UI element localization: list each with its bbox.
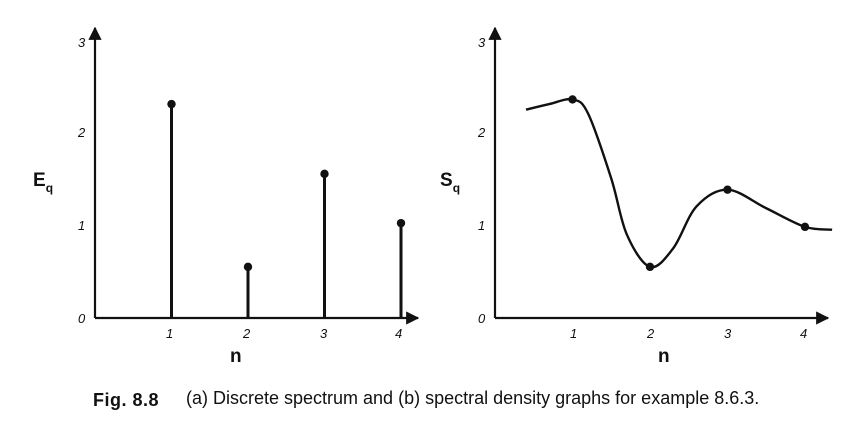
y-tick-label: 0	[78, 311, 86, 326]
x-axis-label: n	[230, 346, 242, 367]
figure: 0 1 2 3 1 2 3 4 Eq n 0 1 2 3 1 2 3 4 Sq …	[33, 26, 833, 367]
density-series	[525, 95, 833, 272]
figure-caption: Fig. 8.8 (a) Discrete spectrum and (b) s…	[0, 388, 866, 440]
y-axis-label: Sq	[440, 170, 460, 195]
x-tick-label: 4	[395, 326, 402, 341]
x-tick-label: 2	[242, 326, 251, 341]
stem-point	[320, 169, 329, 179]
y-tick-label: 1	[78, 218, 85, 233]
x-tick-label: 4	[800, 326, 807, 341]
x-tick-label: 1	[166, 326, 173, 341]
stem-point	[396, 218, 406, 228]
spectral-density-chart: 0 1 2 3 1 2 3 4 Sq n	[440, 26, 833, 367]
density-point	[800, 222, 810, 232]
discrete-spectrum-chart: 0 1 2 3 1 2 3 4 Eq n	[33, 26, 420, 367]
y-tick-label: 2	[77, 125, 86, 140]
density-curve	[525, 97, 833, 269]
x-tick-label: 2	[646, 326, 655, 341]
y-axis-label: Eq	[33, 170, 53, 195]
stem-series	[167, 99, 406, 318]
stem-point	[243, 262, 253, 272]
y-tick-label: 1	[478, 218, 485, 233]
stem-point	[167, 99, 176, 109]
x-axis-label: n	[658, 346, 670, 367]
density-point	[723, 185, 732, 194]
y-tick-label: 3	[478, 35, 486, 50]
caption-text: (a) Discrete spectrum and (b) spectral d…	[186, 388, 760, 408]
x-tick-label: 3	[320, 326, 328, 341]
y-tick-label: 0	[478, 311, 486, 326]
x-tick-label: 3	[724, 326, 732, 341]
y-tick-label: 2	[477, 125, 486, 140]
y-tick-label: 3	[78, 35, 86, 50]
caption-label: Fig. 8.8	[93, 390, 160, 410]
x-tick-label: 1	[570, 326, 577, 341]
density-point	[645, 262, 655, 272]
density-point	[568, 95, 577, 104]
